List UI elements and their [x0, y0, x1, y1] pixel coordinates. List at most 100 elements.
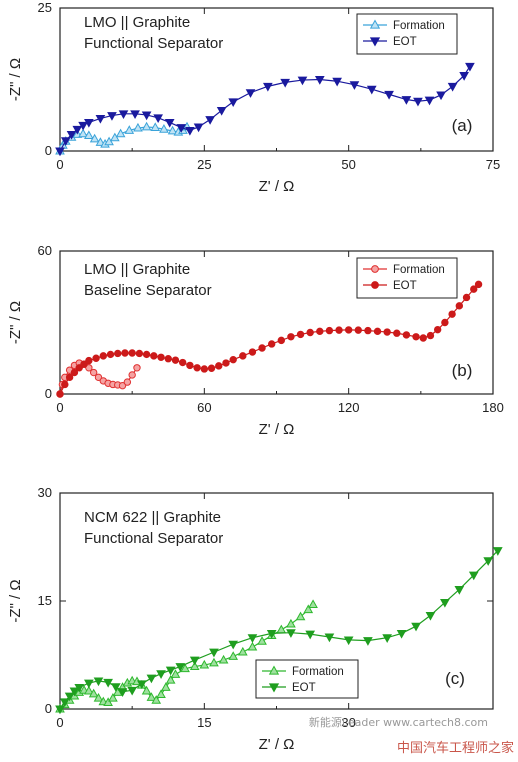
data-point: [474, 280, 483, 289]
data-point: [151, 695, 162, 704]
data-point: [324, 633, 335, 643]
legend-marker: [371, 281, 379, 289]
data-point: [248, 348, 257, 356]
data-point: [205, 116, 215, 125]
panel-annotation-line: LMO || Graphite: [84, 14, 190, 31]
data-point: [161, 682, 171, 691]
data-point: [95, 114, 106, 124]
legend-marker: [268, 665, 280, 675]
data-point: [228, 640, 239, 650]
data-point: [66, 130, 77, 140]
chart-panel-2: 0 60 120 180 0 60 Z' / Ω -Z" / Ω LMO || Graphite…: [7, 243, 504, 438]
data-point: [303, 604, 314, 614]
data-point: [89, 368, 98, 377]
data-point: [135, 349, 144, 358]
data-point: [332, 77, 342, 87]
data-point: [209, 648, 219, 658]
data-point: [106, 350, 115, 359]
data-point: [141, 121, 152, 131]
data-point: [171, 356, 180, 364]
data-point: [78, 121, 88, 131]
data-point: [150, 122, 161, 131]
data-point: [468, 571, 479, 581]
data-point: [107, 112, 117, 121]
data-point: [277, 336, 286, 345]
data-point: [440, 599, 450, 608]
data-point: [425, 611, 436, 621]
data-point: [441, 318, 449, 327]
data-point: [141, 111, 152, 121]
data-point: [117, 688, 128, 697]
series-eot: [56, 280, 483, 398]
data-point: [150, 352, 158, 360]
data-point: [286, 618, 296, 628]
data-point: [436, 91, 446, 101]
data-point: [94, 373, 103, 382]
data-point: [114, 349, 122, 358]
data-point: [84, 679, 94, 689]
x-tick-label: 15: [197, 715, 211, 730]
data-point: [84, 685, 94, 695]
x-axis-label: Z' / Ω: [259, 178, 295, 195]
data-point: [373, 327, 382, 336]
data-point: [159, 124, 169, 133]
legend: Formation EOT: [255, 659, 359, 699]
watermark-logo: 中国汽车工程师之家: [396, 741, 514, 756]
data-point: [462, 293, 471, 302]
data-point: [128, 349, 136, 357]
legend: Formation EOT: [356, 257, 458, 299]
data-point: [85, 364, 93, 372]
data-point: [470, 285, 478, 293]
data-point: [142, 350, 151, 359]
x-tick-label: 25: [197, 157, 211, 172]
data-point: [84, 130, 94, 139]
data-point: [72, 125, 83, 135]
data-point: [164, 118, 175, 128]
data-point: [118, 110, 129, 120]
data-point: [483, 557, 494, 566]
data-point: [229, 355, 237, 364]
data-point: [99, 352, 108, 360]
data-point: [492, 547, 503, 556]
data-point: [55, 147, 65, 157]
data-point: [88, 688, 99, 698]
data-point: [287, 333, 295, 341]
x-tick-label: 75: [486, 157, 500, 172]
data-point: [257, 636, 267, 645]
panel-label: (b): [452, 361, 473, 380]
data-point: [258, 344, 266, 352]
legend-label: EOT: [393, 36, 417, 48]
data-point: [95, 137, 106, 146]
series-line: [59, 66, 471, 152]
data-point: [156, 689, 166, 699]
data-point: [156, 670, 166, 679]
data-point: [193, 364, 201, 372]
data-point: [146, 692, 157, 701]
data-point: [60, 137, 71, 146]
chart-panel-1: 0 25 50 75 0 25 Z' / Ω -Z" / Ω LMO || Graphite Fu…: [7, 0, 500, 195]
data-point: [130, 110, 140, 120]
data-point: [276, 624, 287, 634]
panel-annotation-line: Functional Separator: [84, 530, 223, 547]
data-point: [165, 674, 176, 684]
data-point: [75, 364, 83, 372]
data-point: [396, 629, 407, 639]
data-point: [393, 329, 401, 337]
chart-panel-3: 0 15 30 0 15 30 Z' / Ω -Z" / Ω NCM 622 || Graphi…: [7, 485, 503, 753]
data-point: [55, 705, 65, 715]
data-point: [344, 326, 353, 334]
data-point: [455, 302, 464, 310]
data-point: [296, 330, 305, 339]
data-point: [84, 118, 94, 128]
data-point: [189, 661, 200, 670]
data-point: [115, 128, 126, 138]
y-axis-label: -Z" / Ω: [7, 579, 24, 622]
data-point: [335, 326, 343, 334]
data-point: [433, 325, 442, 334]
data-point: [363, 637, 373, 646]
data-point: [89, 133, 100, 143]
data-point: [124, 125, 135, 134]
data-point: [185, 126, 195, 136]
panel-annotation-line: Baseline Separator: [84, 282, 212, 299]
